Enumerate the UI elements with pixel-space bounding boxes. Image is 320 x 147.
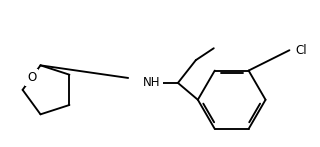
Text: O: O <box>27 71 36 84</box>
Text: NH: NH <box>143 76 161 89</box>
Text: Cl: Cl <box>295 44 307 57</box>
